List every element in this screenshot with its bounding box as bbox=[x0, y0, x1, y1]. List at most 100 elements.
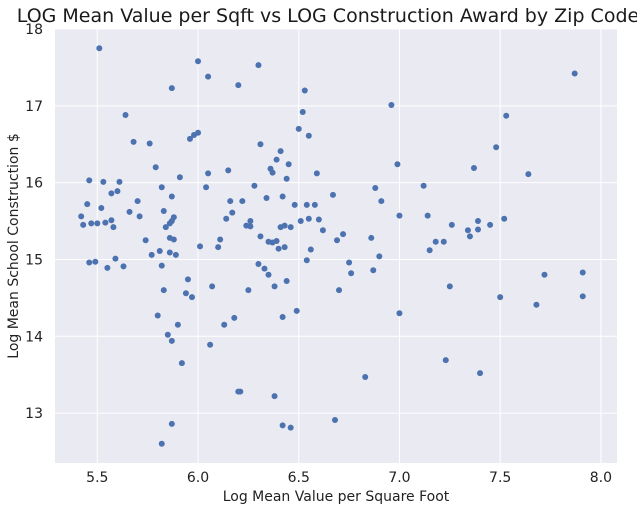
scatter-point bbox=[104, 264, 111, 271]
scatter-point bbox=[283, 277, 290, 284]
scatter-point bbox=[142, 237, 149, 244]
scatter-point bbox=[134, 198, 141, 205]
scatter-point bbox=[279, 314, 286, 321]
y-tick-label: 18 bbox=[25, 22, 43, 38]
x-tick-label: 6.0 bbox=[187, 470, 209, 486]
scatter-point bbox=[501, 215, 508, 222]
scatter-point bbox=[205, 170, 212, 177]
scatter-point bbox=[251, 182, 258, 189]
scatter-point bbox=[269, 169, 276, 176]
y-tick-label: 17 bbox=[25, 99, 43, 115]
scatter-point bbox=[464, 227, 471, 234]
chart-title: LOG Mean Value per Sqft vs LOG Construct… bbox=[17, 5, 637, 27]
scatter-point bbox=[426, 247, 433, 254]
scatter-point bbox=[195, 129, 202, 136]
scatter-point bbox=[378, 198, 385, 205]
scatter-point bbox=[148, 251, 155, 258]
scatter-point bbox=[307, 246, 314, 253]
scatter-point bbox=[168, 193, 175, 200]
scatter-point bbox=[275, 245, 282, 252]
scatter-point bbox=[168, 337, 175, 344]
scatter-point bbox=[315, 216, 322, 223]
scatter-point bbox=[305, 215, 312, 222]
scatter-point bbox=[158, 262, 165, 269]
y-tick-label: 16 bbox=[25, 176, 43, 192]
scatter-point bbox=[396, 212, 403, 219]
scatter-point bbox=[475, 218, 482, 225]
y-tick-label: 15 bbox=[25, 252, 43, 268]
scatter-point bbox=[152, 164, 159, 171]
scatter-point bbox=[295, 125, 302, 132]
y-axis-label: Log Mean School Construction $ bbox=[6, 133, 22, 358]
scatter-point bbox=[446, 283, 453, 290]
scatter-point bbox=[475, 226, 482, 233]
scatter-point bbox=[166, 249, 173, 256]
scatter-point bbox=[370, 267, 377, 274]
scatter-point bbox=[303, 257, 310, 264]
scatter-point bbox=[346, 259, 353, 266]
scatter-point bbox=[424, 212, 431, 219]
x-tick-label: 7.0 bbox=[388, 470, 410, 486]
scatter-point bbox=[215, 244, 222, 251]
scatter-point bbox=[154, 312, 161, 319]
scatter-point bbox=[340, 231, 347, 238]
scatter-point bbox=[164, 331, 171, 338]
scatter-point bbox=[571, 70, 578, 77]
scatter-point bbox=[122, 112, 129, 119]
scatter-point bbox=[291, 201, 298, 208]
scatter-point bbox=[247, 223, 254, 230]
scatter-point bbox=[188, 294, 195, 301]
scatter-point bbox=[231, 314, 238, 321]
scatter-point bbox=[372, 185, 379, 192]
scatter-point bbox=[100, 178, 107, 185]
scatter-point bbox=[303, 201, 310, 208]
scatter-point bbox=[319, 227, 326, 234]
x-tick-label: 6.5 bbox=[288, 470, 310, 486]
scatter-point bbox=[255, 62, 262, 69]
scatter-point bbox=[182, 290, 189, 297]
scatter-point bbox=[287, 224, 294, 231]
scatter-point bbox=[197, 243, 204, 250]
x-axis-label: Log Mean Value per Square Foot bbox=[223, 489, 450, 505]
grid-layer bbox=[55, 28, 617, 463]
scatter-point bbox=[168, 420, 175, 427]
plot-area bbox=[55, 29, 617, 463]
scatter-point bbox=[160, 208, 167, 215]
x-tick-label: 5.5 bbox=[86, 470, 108, 486]
scatter-point bbox=[297, 218, 304, 225]
scatter-point bbox=[279, 193, 286, 200]
scatter-point bbox=[283, 175, 290, 182]
scatter-point bbox=[158, 440, 165, 447]
scatter-point bbox=[120, 263, 127, 270]
scatter-point bbox=[156, 247, 163, 254]
y-tick-label: 14 bbox=[25, 329, 43, 345]
scatter-point bbox=[376, 253, 383, 260]
scatter-point bbox=[261, 265, 268, 272]
scatter-point bbox=[487, 221, 494, 228]
scatter-point bbox=[114, 188, 121, 195]
x-tick-label: 8.0 bbox=[590, 470, 612, 486]
scatter-point bbox=[311, 201, 318, 208]
scatter-point bbox=[313, 170, 320, 177]
scatter-point bbox=[162, 224, 169, 231]
points-layer bbox=[78, 45, 586, 447]
scatter-point bbox=[362, 373, 369, 380]
scatter-point bbox=[235, 82, 242, 89]
scatter-point bbox=[396, 310, 403, 317]
scatter-point bbox=[126, 208, 133, 215]
scatter-point bbox=[247, 218, 254, 225]
scatter-point bbox=[86, 177, 93, 184]
scatter-point bbox=[287, 424, 294, 431]
scatter-point bbox=[221, 321, 228, 328]
scatter-point bbox=[541, 271, 548, 278]
scatter-point bbox=[348, 270, 355, 277]
scatter-point bbox=[186, 135, 193, 142]
scatter-point bbox=[108, 190, 115, 197]
x-tick-label: 7.5 bbox=[489, 470, 511, 486]
scatter-point bbox=[112, 255, 119, 262]
scatter-point bbox=[388, 102, 395, 109]
scatter-point bbox=[178, 360, 185, 367]
scatter-point bbox=[176, 174, 183, 181]
scatter-point bbox=[203, 184, 210, 191]
